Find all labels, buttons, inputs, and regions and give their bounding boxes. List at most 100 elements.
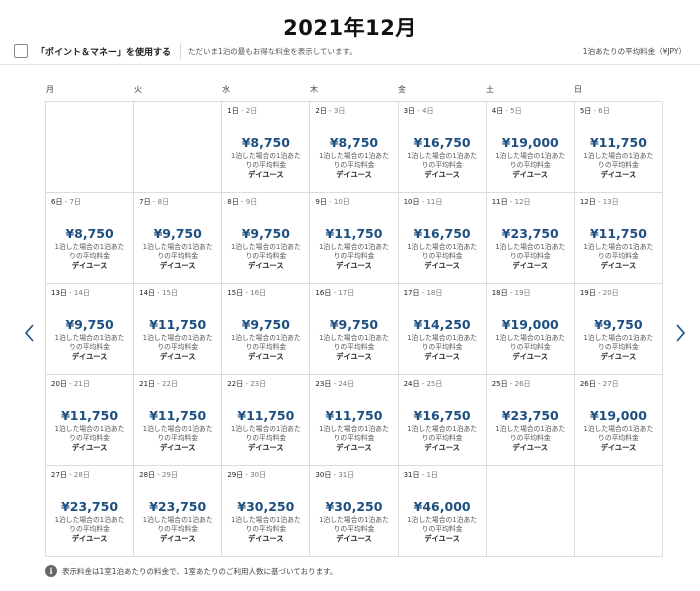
day-cell[interactable]: 15日 - 16日 ¥9,750 1泊した場合の1泊あたりの平均料金 デイユース — [222, 284, 311, 375]
check-out-date: 23日 — [250, 380, 267, 388]
check-in-date: 31日 — [403, 471, 420, 479]
date-separator: - — [155, 471, 163, 479]
day-cell[interactable]: 21日 - 22日 ¥11,750 1泊した場合の1泊あたりの平均料金 デイユース — [134, 375, 223, 466]
date-separator: - — [331, 380, 339, 388]
date-separator: - — [507, 289, 515, 297]
plan-label: デイユース — [512, 170, 548, 179]
date-separator: - — [595, 198, 603, 206]
plan-label: デイユース — [336, 261, 372, 270]
points-label[interactable]: 「ポイント＆マネー」を使用する — [36, 48, 172, 58]
check-in-date: 15日 — [227, 289, 244, 297]
price-description: 1泊した場合の1泊あたりの平均料金 — [230, 516, 301, 533]
day-cell[interactable]: 13日 - 14日 ¥9,750 1泊した場合の1泊あたりの平均料金 デイユース — [46, 284, 135, 375]
prev-month-button[interactable] — [22, 322, 38, 344]
stay-dates: 16日 - 17日 — [315, 288, 354, 298]
day-cell[interactable]: 27日 - 28日 ¥23,750 1泊した場合の1泊あたりの平均料金 デイユース — [46, 466, 135, 557]
day-cell[interactable]: 10日 - 11日 ¥16,750 1泊した場合の1泊あたりの平均料金 デイユース — [398, 193, 487, 284]
nightly-price: ¥9,750 — [153, 226, 202, 241]
points-checkbox[interactable] — [14, 44, 28, 58]
check-out-date: 3日 — [333, 107, 346, 115]
day-cell[interactable]: 11日 - 12日 ¥23,750 1泊した場合の1泊あたりの平均料金 デイユース — [486, 193, 575, 284]
stay-dates: 3日 - 4日 — [404, 106, 434, 116]
nightly-price: ¥9,750 — [594, 317, 643, 332]
check-out-date: 16日 — [250, 289, 267, 297]
day-cell[interactable]: 7日 - 8日 ¥9,750 1泊した場合の1泊あたりの平均料金 デイユース — [134, 193, 223, 284]
day-cell[interactable]: 16日 - 17日 ¥9,750 1泊した場合の1泊あたりの平均料金 デイユース — [310, 284, 399, 375]
nightly-price: ¥16,750 — [413, 408, 471, 423]
day-cell[interactable]: 22日 - 23日 ¥11,750 1泊した場合の1泊あたりの平均料金 デイユース — [222, 375, 311, 466]
price-description: 1泊した場合の1泊あたりの平均料金 — [54, 516, 125, 533]
price-description: 1泊した場合の1泊あたりの平均料金 — [495, 243, 566, 260]
nightly-price: ¥23,750 — [501, 226, 559, 241]
plan-label: デイユース — [248, 534, 284, 543]
day-cell[interactable]: 14日 - 15日 ¥11,750 1泊した場合の1泊あたりの平均料金 デイユース — [134, 284, 223, 375]
stay-dates: 13日 - 14日 — [51, 288, 90, 298]
date-separator: - — [326, 198, 334, 206]
stay-dates: 23日 - 24日 — [315, 379, 354, 389]
day-cell[interactable]: 29日 - 30日 ¥30,250 1泊した場合の1泊あたりの平均料金 デイユース — [222, 466, 311, 557]
plan-label: デイユース — [71, 352, 108, 361]
nightly-price: ¥23,750 — [61, 499, 119, 514]
date-separator: - — [66, 380, 74, 388]
day-cell[interactable]: 9日 - 10日 ¥11,750 1泊した場合の1泊あたりの平均料金 デイユース — [310, 193, 399, 284]
date-separator: - — [66, 471, 74, 479]
weekday-thu: 木 — [310, 85, 318, 94]
price-description: 1泊した場合の1泊あたりの平均料金 — [407, 152, 478, 169]
stay-dates: 24日 - 25日 — [404, 379, 443, 389]
check-in-date: 7日 — [139, 198, 151, 206]
check-in-date: 23日 — [315, 380, 332, 388]
plan-label: デイユース — [336, 534, 372, 543]
nightly-price: ¥19,000 — [501, 317, 559, 332]
check-in-date: 3日 — [403, 107, 416, 115]
check-out-date: 11日 — [426, 198, 443, 206]
day-cell[interactable]: 1日 - 2日 ¥8,750 1泊した場合の1泊あたりの平均料金 デイユース — [222, 102, 311, 193]
day-cell[interactable]: 18日 - 19日 ¥19,000 1泊した場合の1泊あたりの平均料金 デイユース — [486, 284, 575, 375]
nightly-price: ¥23,750 — [149, 499, 207, 514]
nightly-price: ¥8,750 — [241, 135, 290, 150]
day-cell[interactable]: 19日 - 20日 ¥9,750 1泊した場合の1泊あたりの平均料金 デイユース — [574, 284, 663, 375]
check-in-date: 30日 — [315, 471, 332, 479]
day-cell[interactable]: 2日 - 3日 ¥8,750 1泊した場合の1泊あたりの平均料金 デイユース — [310, 102, 399, 193]
next-month-button[interactable] — [672, 322, 688, 344]
day-cell[interactable]: 23日 - 24日 ¥11,750 1泊した場合の1泊あたりの平均料金 デイユース — [310, 375, 399, 466]
check-out-date: 10日 — [333, 198, 350, 206]
stay-dates: 20日 - 21日 — [51, 379, 90, 389]
day-cell[interactable]: 12日 - 13日 ¥11,750 1泊した場合の1泊あたりの平均料金 デイユース — [574, 193, 663, 284]
date-separator: - — [415, 107, 423, 115]
day-cell[interactable]: 17日 - 18日 ¥14,250 1泊した場合の1泊あたりの平均料金 デイユース — [398, 284, 487, 375]
check-out-date: 31日 — [338, 471, 355, 479]
plan-label: デイユース — [424, 534, 460, 543]
day-cell[interactable]: 26日 - 27日 ¥19,000 1泊した場合の1泊あたりの平均料金 デイユース — [574, 375, 663, 466]
day-cell[interactable]: 6日 - 7日 ¥8,750 1泊した場合の1泊あたりの平均料金 デイユース — [46, 193, 135, 284]
weekday-sat: 土 — [486, 85, 494, 94]
day-cell[interactable]: 30日 - 31日 ¥30,250 1泊した場合の1泊あたりの平均料金 デイユース — [310, 466, 399, 557]
nightly-price: ¥11,750 — [149, 408, 207, 423]
date-separator: - — [243, 289, 251, 297]
nightly-price: ¥9,750 — [65, 317, 114, 332]
day-cell[interactable]: 5日 - 6日 ¥11,750 1泊した場合の1泊あたりの平均料金 デイユース — [574, 102, 663, 193]
check-in-date: 12日 — [579, 198, 596, 206]
day-cell[interactable]: 20日 - 21日 ¥11,750 1泊した場合の1泊あたりの平均料金 デイユース — [46, 375, 135, 466]
date-separator: - — [326, 107, 334, 115]
stay-dates: 10日 - 11日 — [404, 197, 443, 207]
stay-dates: 17日 - 18日 — [404, 288, 443, 298]
plan-label: デイユース — [71, 443, 108, 452]
day-cell[interactable]: 4日 - 5日 ¥19,000 1泊した場合の1泊あたりの平均料金 デイユース — [486, 102, 575, 193]
check-in-date: 16日 — [315, 289, 332, 297]
day-cell[interactable]: 3日 - 4日 ¥16,750 1泊した場合の1泊あたりの平均料金 デイユース — [398, 102, 487, 193]
stay-dates: 31日 - 1日 — [404, 470, 438, 480]
nightly-price: ¥11,750 — [589, 226, 647, 241]
stay-dates: 9日 - 10日 — [315, 197, 349, 207]
day-cell[interactable]: 8日 - 9日 ¥9,750 1泊した場合の1泊あたりの平均料金 デイユース — [222, 193, 311, 284]
weekday-tue: 火 — [134, 85, 142, 94]
nightly-price: ¥11,750 — [589, 135, 647, 150]
day-cell[interactable]: 24日 - 25日 ¥16,750 1泊した場合の1泊あたりの平均料金 デイユース — [398, 375, 487, 466]
check-in-date: 8日 — [227, 198, 239, 206]
day-cell[interactable]: 25日 - 26日 ¥23,750 1泊した場合の1泊あたりの平均料金 デイユース — [486, 375, 575, 466]
day-cell[interactable]: 28日 - 29日 ¥23,750 1泊した場合の1泊あたりの平均料金 デイユース — [134, 466, 223, 557]
day-cell[interactable]: 31日 - 1日 ¥46,000 1泊した場合の1泊あたりの平均料金 デイユース — [398, 466, 487, 557]
check-in-date: 20日 — [51, 380, 67, 388]
check-in-date: 25日 — [491, 380, 508, 388]
check-out-date: 29日 — [162, 471, 178, 479]
footer-note: i 表示料金は1室1泊あたりの料金で、1室あたりのご利用人数に基づいております。 — [45, 565, 665, 579]
